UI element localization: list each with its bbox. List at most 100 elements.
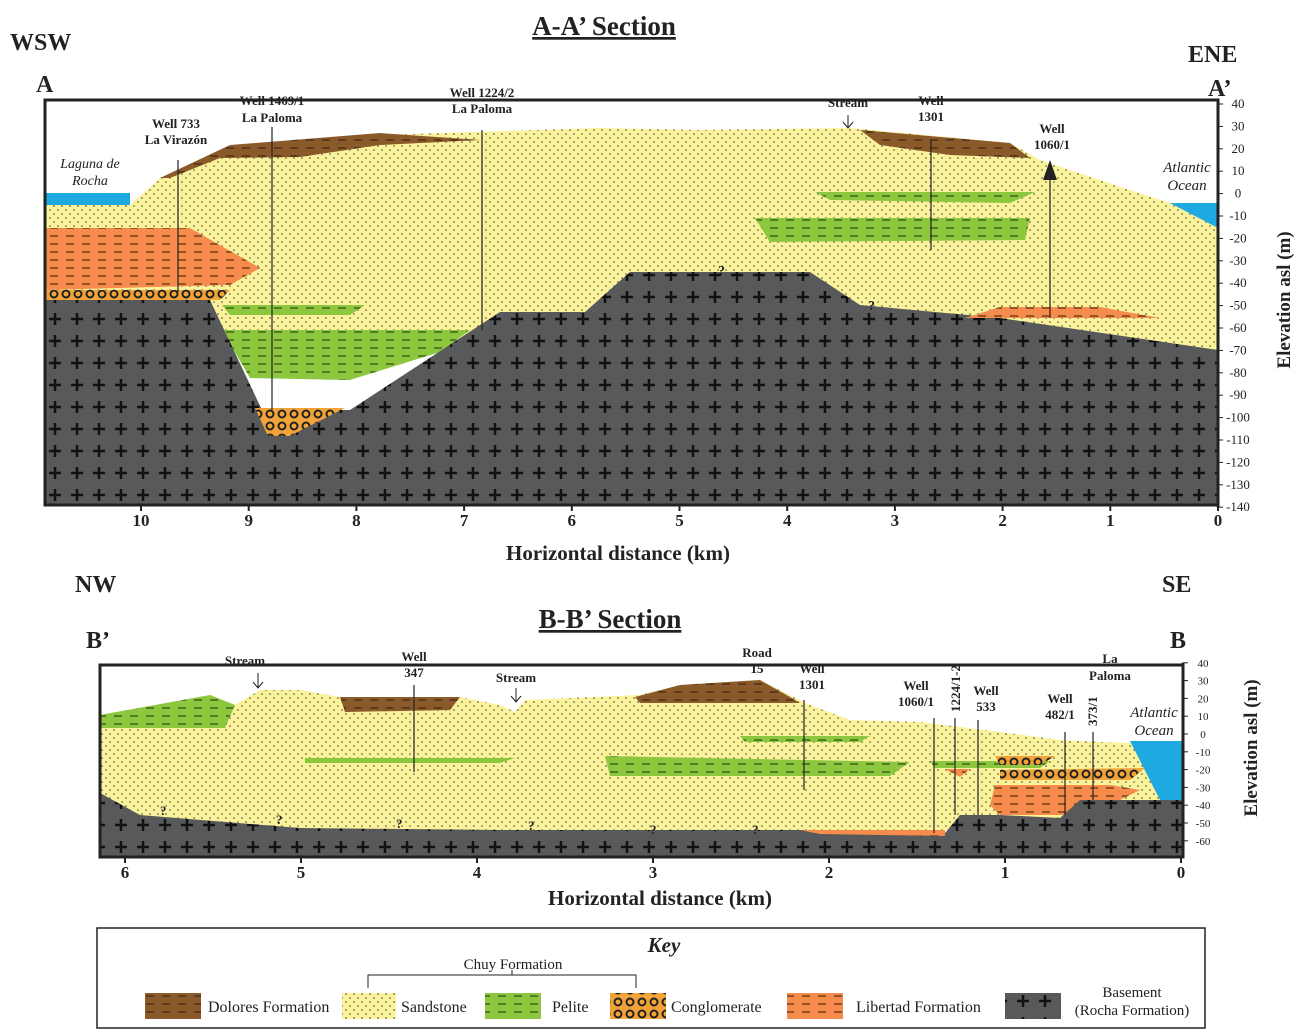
pelite — [755, 218, 1030, 242]
road-label: Road15 — [742, 645, 772, 676]
section-end: B’ — [86, 628, 110, 654]
section-end: A — [36, 72, 54, 98]
key-label: Dolores Formation — [208, 999, 329, 1016]
figure: A-A’ Section WSW ENE A A’ Laguna deRocha… — [0, 0, 1296, 1036]
well-label: 373/1 — [1085, 696, 1100, 726]
y-tick-label: -110 — [1226, 432, 1249, 447]
x-tick-label: 5 — [297, 863, 306, 882]
x-axis-label: Horizontal distance (km) — [506, 541, 730, 565]
y-tick-label: -70 — [1229, 342, 1246, 357]
x-axis-label: Horizontal distance (km) — [548, 886, 772, 910]
y-tick-label: 30 — [1198, 676, 1210, 688]
y-axis-label: Elevation asl (m) — [1274, 231, 1295, 368]
x-tick-label: 5 — [675, 511, 684, 530]
place-label: AtlanticOcean — [1162, 160, 1211, 194]
conglomerate — [1000, 768, 1145, 780]
y-tick-label: -90 — [1229, 387, 1246, 402]
key-label: Pelite — [552, 999, 588, 1016]
place-label: LaPaloma — [1089, 651, 1131, 683]
x-tick-label: 1 — [1106, 511, 1115, 530]
y-tick-label: -40 — [1229, 275, 1246, 290]
uncertain-mark: ? — [650, 822, 657, 837]
y-tick-label: -60 — [1229, 320, 1246, 335]
y-tick-label: 40 — [1198, 658, 1210, 670]
y-tick-label: 20 — [1198, 693, 1210, 705]
pelite — [100, 695, 235, 728]
y-tick-label: -80 — [1229, 365, 1246, 380]
dolores — [635, 680, 800, 703]
uncertain-mark: ? — [276, 812, 283, 827]
conglomerate — [45, 290, 230, 300]
y-tick-label: -30 — [1196, 782, 1211, 794]
direction: SE — [1162, 572, 1191, 598]
y-tick-label: 0 — [1235, 186, 1242, 201]
x-tick-label: 8 — [352, 511, 361, 530]
pelite — [222, 305, 365, 315]
y-tick-label: 0 — [1200, 729, 1206, 741]
x-tick-label: 10 — [133, 511, 150, 530]
key-label: Sandstone — [401, 999, 467, 1016]
section-end: A’ — [1208, 76, 1232, 102]
x-tick-label: 6 — [121, 863, 130, 882]
pelite — [305, 758, 515, 763]
stream-label: Stream — [225, 653, 265, 668]
x-tick-label: 0 — [1214, 511, 1223, 530]
uncertain-mark: ? — [718, 264, 725, 279]
uncertain-mark: ? — [528, 818, 535, 833]
section-title: A-A’ Section — [532, 11, 676, 41]
stream-label: Stream — [496, 670, 536, 685]
direction: ENE — [1188, 42, 1237, 68]
y-tick-label: -50 — [1196, 818, 1211, 830]
y-tick-label: 10 — [1198, 711, 1210, 723]
y-tick-label: -10 — [1229, 208, 1246, 223]
key-group: Chuy Formation — [464, 957, 563, 973]
x-tick-label: 3 — [649, 863, 658, 882]
direction: WSW — [10, 30, 71, 56]
section-title: B-B’ Section — [539, 604, 682, 634]
pelite — [740, 736, 870, 742]
x-tick-label: 2 — [998, 511, 1007, 530]
x-tick-label: 6 — [568, 511, 577, 530]
well-label: 1224/1-2 — [948, 665, 963, 712]
uncertain-mark: ? — [752, 822, 759, 837]
x-tick-label: 7 — [460, 511, 469, 530]
stream-label: Stream — [828, 95, 868, 110]
x-tick-label: 1 — [1001, 863, 1010, 882]
y-axis-label: Elevation asl (m) — [1241, 679, 1262, 816]
y-tick-label: 30 — [1232, 118, 1245, 133]
x-tick-label: 4 — [783, 511, 792, 530]
key-label: Conglomerate — [671, 999, 762, 1016]
y-tick-label: -60 — [1196, 836, 1211, 848]
y-tick-label: -30 — [1229, 253, 1246, 268]
y-tick-label: 20 — [1232, 141, 1245, 156]
direction: NW — [75, 572, 116, 598]
section-end: B — [1170, 628, 1186, 654]
x-tick-label: 9 — [244, 511, 253, 530]
well-label: Well1301 — [799, 661, 825, 692]
x-tick-label: 0 — [1177, 863, 1186, 882]
y-tick-label: -130 — [1226, 477, 1250, 492]
y-tick-label: 10 — [1232, 163, 1245, 178]
y-tick-label: -20 — [1196, 765, 1211, 777]
x-tick-label: 3 — [891, 511, 900, 530]
y-tick-label: -50 — [1229, 298, 1246, 313]
well-label: Well1301 — [918, 93, 944, 124]
y-tick-label: 40 — [1232, 96, 1245, 111]
y-tick-label: -140 — [1226, 499, 1250, 514]
x-tick-label: 2 — [825, 863, 834, 882]
key: Key Chuy Formation Dolores Formation San… — [97, 928, 1205, 1028]
y-tick-label: -40 — [1196, 800, 1211, 812]
water — [45, 193, 130, 205]
